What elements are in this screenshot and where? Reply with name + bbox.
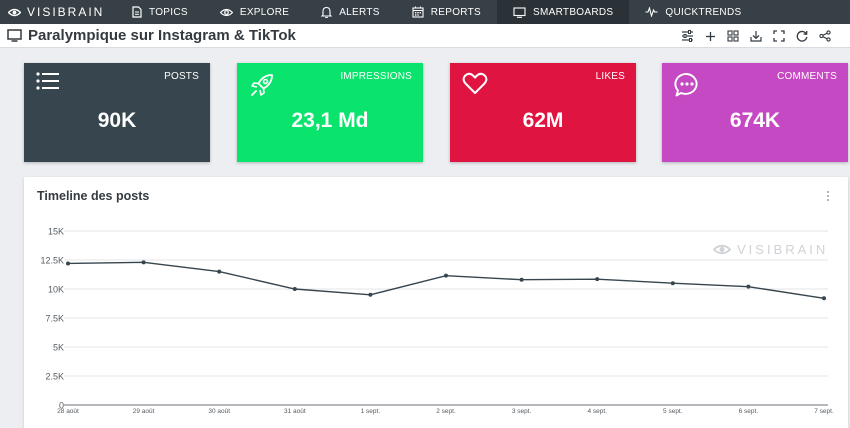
kpi-value: 62M: [522, 109, 564, 132]
data-point: [444, 273, 448, 278]
data-point: [141, 260, 146, 265]
toolbar: [680, 24, 832, 48]
data-point: [292, 287, 297, 291]
download-icon[interactable]: [749, 29, 763, 43]
speech-bubble-icon: [674, 72, 700, 103]
nav-label-explore: EXPLORE: [239, 6, 290, 18]
nav-item-explore[interactable]: EXPLORE: [204, 0, 305, 24]
nav-item-quicktrends[interactable]: QUICKTRENDS: [629, 0, 757, 24]
brand-logo[interactable]: VISIBRAIN: [0, 0, 116, 24]
refresh-icon[interactable]: [795, 29, 809, 43]
top-navigation: VISIBRAIN TOPICS EXPLORE ALERTS REPORTS …: [0, 0, 850, 24]
share-icon[interactable]: [818, 29, 832, 43]
y-tick-label: 7.5K: [45, 314, 64, 324]
document-icon: [132, 6, 142, 18]
data-point: [217, 269, 222, 274]
x-tick-label: 6 sept.: [739, 408, 759, 415]
timeline-chart: 0 2.5K 5K 7.5K 10K 12.5K 15K 28 août 29 août 30 a…: [40, 227, 834, 416]
nav-item-alerts[interactable]: ALERTS: [305, 0, 396, 24]
kpi-value: 674K: [729, 109, 781, 132]
x-tick-label: 1 sept.: [361, 408, 381, 415]
monitor-icon: [7, 29, 22, 42]
series-line: [67, 261, 825, 299]
data-point: [746, 284, 751, 289]
x-tick-label: 4 sept.: [587, 408, 607, 415]
y-tick-label: 10K: [48, 285, 64, 295]
x-tick-label: 31 août: [284, 408, 306, 415]
x-tick-label: 5 sept.: [663, 408, 683, 415]
calendar-icon: [412, 6, 424, 18]
grid-icon[interactable]: [726, 29, 740, 43]
plus-icon[interactable]: [703, 29, 717, 43]
y-tick-label: 0: [59, 401, 64, 411]
data-point: [595, 277, 600, 282]
x-tick-label: 3 sept.: [512, 408, 532, 415]
more-options-icon[interactable]: [825, 191, 831, 205]
data-point: [822, 296, 826, 301]
kpi-label: COMMENTS: [777, 71, 837, 82]
list-icon: [36, 72, 60, 95]
nav-item-smartboards[interactable]: SMARTBOARDS: [497, 0, 630, 24]
eye-logo-icon: [713, 244, 731, 255]
sliders-icon[interactable]: [680, 29, 694, 43]
kpi-card-impressions: IMPRESSIONS 23,1 Md: [237, 63, 423, 162]
brand-name: VISIBRAIN: [27, 5, 105, 19]
nav-label-alerts: ALERTS: [339, 6, 380, 18]
data-point: [670, 281, 675, 286]
nav-item-reports[interactable]: REPORTS: [396, 0, 497, 24]
data-point: [66, 261, 70, 266]
page-title: Paralympique sur Instagram & TikTok: [28, 27, 296, 44]
x-tick-label: 2 sept.: [436, 408, 456, 415]
eye-icon: [219, 8, 233, 16]
kpi-label: IMPRESSIONS: [340, 71, 412, 82]
nav-label-smartboards: SMARTBOARDS: [533, 6, 614, 18]
kpi-value: 90K: [97, 109, 137, 132]
heart-icon: [462, 72, 488, 100]
nav-label-reports: REPORTS: [430, 6, 481, 18]
rocket-icon: [249, 72, 275, 103]
y-tick-label: 15K: [48, 227, 64, 237]
x-tick-label: 30 août: [208, 408, 230, 415]
eye-logo-icon: [8, 8, 21, 17]
data-point: [368, 292, 373, 297]
watermark: VISIBRAIN: [713, 242, 828, 257]
nav-label-quicktrends: QUICKTRENDS: [665, 6, 742, 18]
monitor-icon: [513, 6, 526, 18]
kpi-card-posts: POSTS 90K: [24, 63, 210, 162]
kpi-value: 23,1 Md: [291, 109, 369, 132]
y-tick-label: 2.5K: [45, 372, 64, 382]
kpi-label: LIKES: [595, 71, 625, 82]
kpi-card-likes: LIKES 62M: [450, 63, 636, 162]
smartboard-header: Paralympique sur Instagram & TikTok: [0, 24, 850, 48]
nav-label-topics: TOPICS: [149, 6, 188, 18]
x-tick-label: 28 août: [57, 408, 79, 415]
timeline-panel: Timeline des posts VISIBRAIN 0 2.5K 5K 7.5K…: [24, 177, 848, 428]
y-tick-label: 5K: [53, 343, 64, 353]
data-point: [519, 277, 524, 282]
fullscreen-icon[interactable]: [772, 29, 786, 43]
panel-title: Timeline des posts: [37, 189, 150, 203]
watermark-text: VISIBRAIN: [737, 242, 829, 257]
kpi-card-comments: COMMENTS 674K: [662, 63, 848, 162]
x-tick-label: 7 sept.: [814, 408, 834, 415]
nav-item-topics[interactable]: TOPICS: [116, 0, 204, 24]
x-tick-label: 29 août: [133, 408, 155, 415]
pulse-icon: [645, 7, 658, 17]
bell-icon: [321, 6, 333, 18]
y-tick-label: 12.5K: [40, 256, 64, 266]
kpi-label: POSTS: [164, 71, 199, 82]
